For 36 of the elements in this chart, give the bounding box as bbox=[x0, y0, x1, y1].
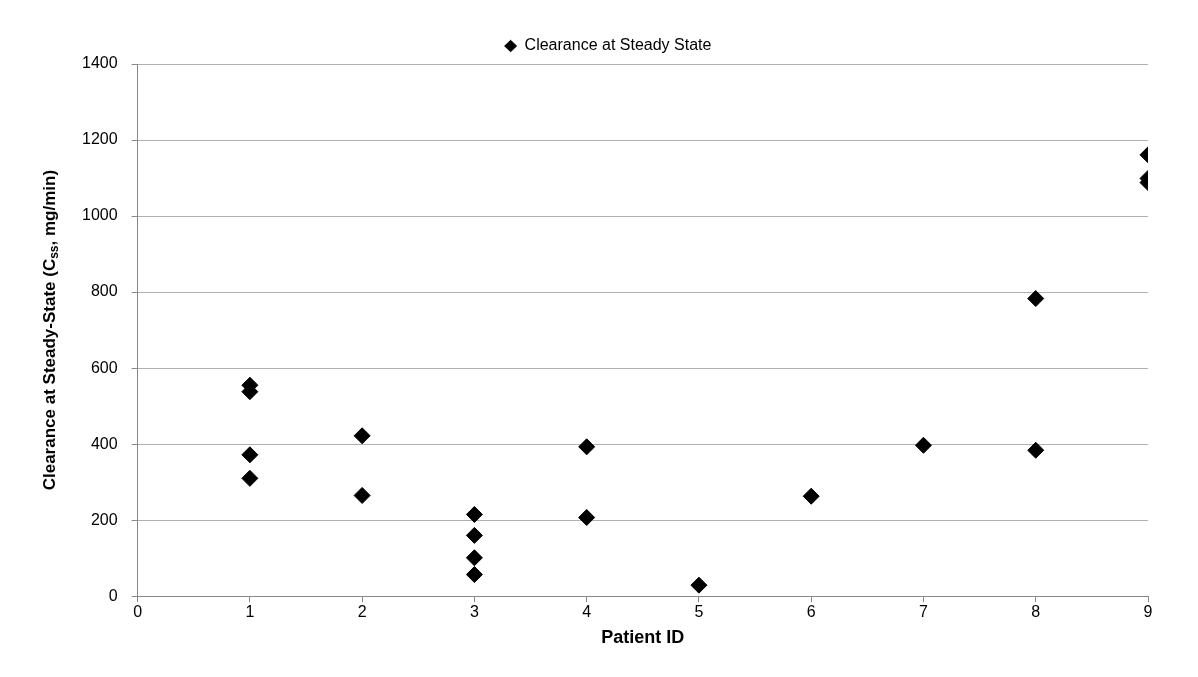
x-axis-title: Patient ID bbox=[601, 627, 685, 648]
y-tick-label: 400 bbox=[90, 434, 118, 452]
y-tick-label: 0 bbox=[108, 586, 118, 604]
y-tick-label: 800 bbox=[90, 282, 118, 300]
point bbox=[241, 446, 259, 464]
x-tick-label: 2 bbox=[357, 603, 367, 621]
x-tick-label: 5 bbox=[694, 603, 704, 621]
point bbox=[353, 486, 371, 504]
point bbox=[578, 438, 596, 456]
point bbox=[802, 487, 820, 505]
point bbox=[1027, 441, 1045, 459]
x-tick-label: 7 bbox=[919, 603, 929, 621]
point bbox=[465, 526, 483, 544]
x-tick-label: 8 bbox=[1031, 603, 1041, 621]
x-tick-label: 4 bbox=[582, 603, 592, 621]
y-tick-label: 200 bbox=[90, 510, 118, 528]
y-tick-label: 1000 bbox=[82, 206, 118, 224]
y-tick-label: 1400 bbox=[82, 54, 118, 72]
x-tick-label: 0 bbox=[133, 603, 143, 621]
y-tick-label: 1200 bbox=[82, 130, 118, 148]
x-tick-label: 6 bbox=[806, 603, 816, 621]
y-tick-label: 600 bbox=[90, 358, 118, 376]
point bbox=[1027, 290, 1045, 308]
point bbox=[353, 427, 371, 445]
point bbox=[465, 549, 483, 567]
x-tick-label: 1 bbox=[245, 603, 255, 621]
point bbox=[578, 509, 596, 527]
point bbox=[690, 576, 708, 594]
point bbox=[241, 469, 259, 487]
point bbox=[914, 436, 932, 454]
y-axis-title: Clearance at Steady-State (Css, mg/min) bbox=[39, 169, 62, 491]
point bbox=[465, 505, 483, 523]
x-tick-label: 9 bbox=[1143, 603, 1153, 621]
legend-label: Clearance at Steady State bbox=[524, 36, 712, 54]
point bbox=[465, 566, 483, 584]
x-tick-label: 3 bbox=[469, 603, 479, 621]
